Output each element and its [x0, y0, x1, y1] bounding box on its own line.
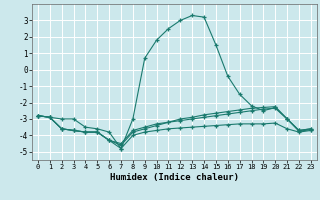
- X-axis label: Humidex (Indice chaleur): Humidex (Indice chaleur): [110, 173, 239, 182]
